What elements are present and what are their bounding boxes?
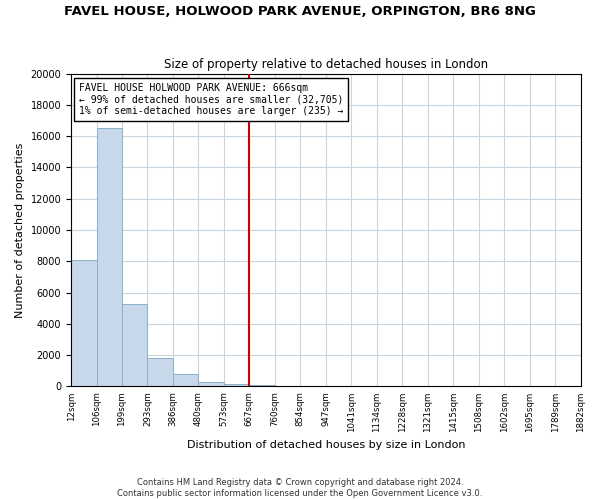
Bar — [199, 382, 224, 386]
Text: Contains HM Land Registry data © Crown copyright and database right 2024.
Contai: Contains HM Land Registry data © Crown c… — [118, 478, 482, 498]
Text: FAVEL HOUSE HOLWOOD PARK AVENUE: 666sqm
← 99% of detached houses are smaller (32: FAVEL HOUSE HOLWOOD PARK AVENUE: 666sqm … — [79, 83, 343, 116]
Bar — [122, 304, 148, 386]
Bar — [173, 374, 199, 386]
Title: Size of property relative to detached houses in London: Size of property relative to detached ho… — [164, 58, 488, 71]
X-axis label: Distribution of detached houses by size in London: Distribution of detached houses by size … — [187, 440, 465, 450]
Bar — [97, 128, 122, 386]
Text: FAVEL HOUSE, HOLWOOD PARK AVENUE, ORPINGTON, BR6 8NG: FAVEL HOUSE, HOLWOOD PARK AVENUE, ORPING… — [64, 5, 536, 18]
Bar — [224, 384, 250, 386]
Bar — [148, 358, 173, 386]
Y-axis label: Number of detached properties: Number of detached properties — [15, 142, 25, 318]
Bar — [250, 385, 275, 386]
Bar — [71, 260, 97, 386]
